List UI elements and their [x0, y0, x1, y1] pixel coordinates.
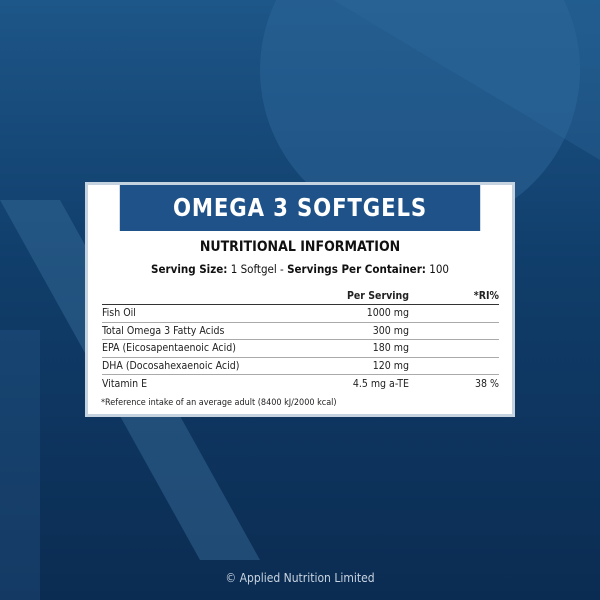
servings-per-container-value: 100: [425, 262, 449, 276]
nutrition-card: OMEGA 3 SOFTGELS NUTRITIONAL INFORMATION…: [85, 182, 515, 417]
footnote: *Reference intake of an average adult (8…: [101, 398, 337, 408]
table-header: Per Serving *RI%: [102, 290, 499, 305]
serving-info: Serving Size: 1 Softgel - Servings Per C…: [88, 262, 512, 276]
ri-header: *RI%: [473, 290, 499, 302]
copyright: © Applied Nutrition Limited: [225, 571, 375, 585]
serving-size-label: Serving Size:: [151, 262, 228, 276]
section-heading: NUTRITIONAL INFORMATION: [199, 239, 401, 255]
table-row: DHA (Docosahexaenoic Acid) 120 mg: [102, 356, 499, 375]
table-row: Fish Oil 1000 mg: [102, 304, 499, 322]
nutrition-table: Per Serving *RI% Fish Oil 1000 mg Total O…: [102, 290, 499, 392]
servings-per-container-label: Servings Per Container:: [287, 262, 426, 276]
table-row: EPA (Eicosapentaenoic Acid) 180 mg: [102, 339, 499, 357]
per-serving-header: Per Serving: [346, 290, 409, 302]
serving-size-value: 1 Softgel -: [227, 262, 288, 276]
product-title: OMEGA 3 SOFTGELS: [119, 185, 481, 231]
table-row: Total Omega 3 Fatty Acids 300 mg: [102, 321, 499, 340]
table-row: Vitamin E 4.5 mg a-TE 38 %: [102, 374, 499, 392]
